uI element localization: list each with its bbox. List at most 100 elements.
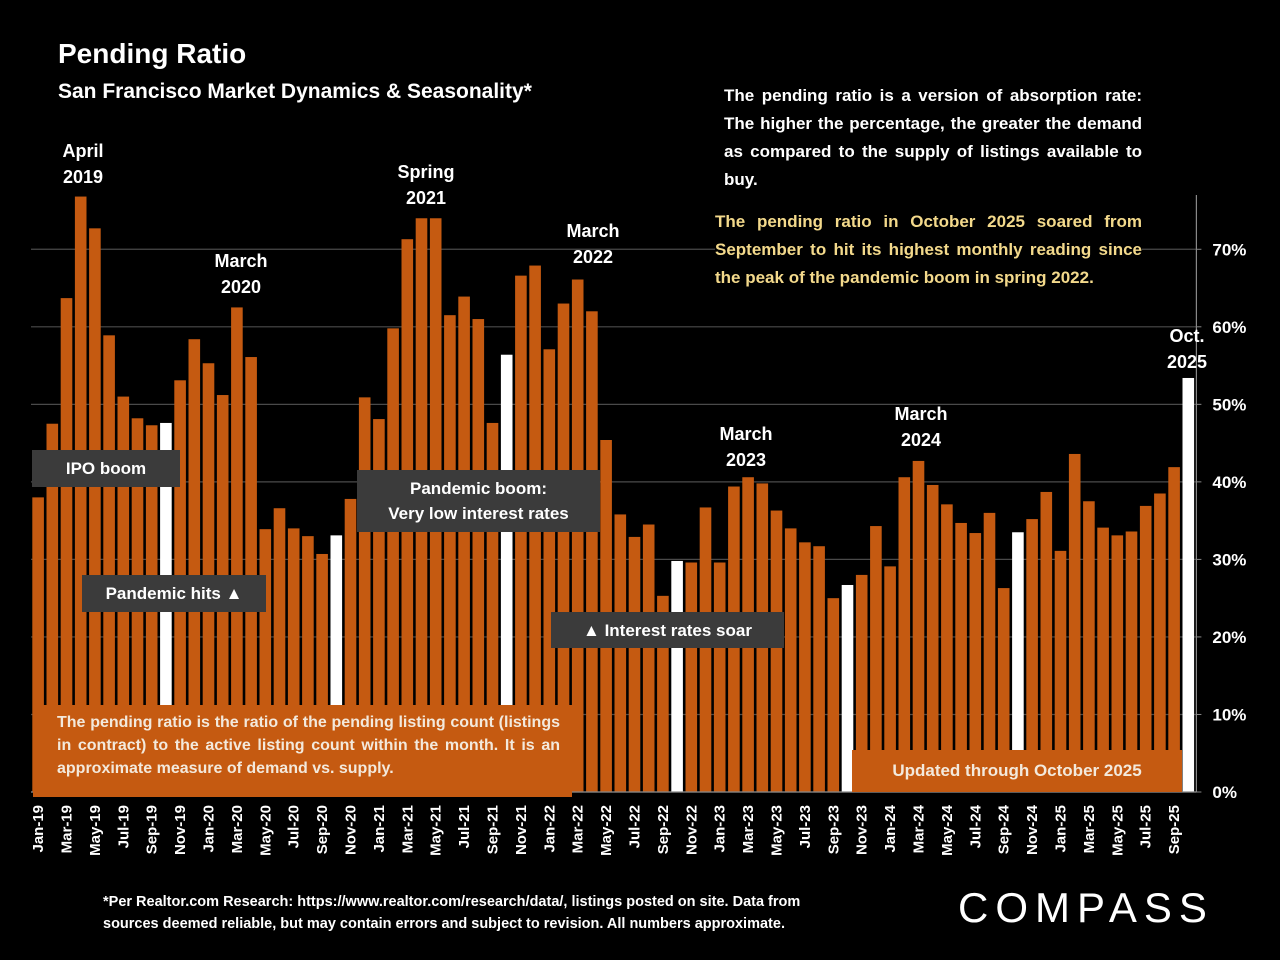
bar <box>557 303 570 792</box>
bar <box>74 196 87 792</box>
footnote: *Per Realtor.com Research: https://www.r… <box>103 891 800 935</box>
chart-subtitle: San Francisco Market Dynamics & Seasonal… <box>58 80 532 103</box>
x-tick-label: Jan-21 <box>371 805 388 853</box>
peak-label: March 2020 <box>181 248 301 300</box>
bar <box>46 423 59 792</box>
bar <box>358 397 371 792</box>
peak-line: 2023 <box>725 450 767 470</box>
bar <box>614 514 627 792</box>
bar <box>316 553 328 792</box>
bar <box>373 419 385 792</box>
x-tick-label: Mar-22 <box>570 805 587 853</box>
x-tick-label: Nov-20 <box>343 805 360 855</box>
peak-line: 2024 <box>900 430 942 450</box>
y-tick-label: 40% <box>1212 473 1246 492</box>
definition-box: The pending ratio is the ratio of the pe… <box>33 705 572 797</box>
peak-line: 2020 <box>220 277 262 297</box>
peak-label: Oct. 2025 <box>1127 323 1247 375</box>
x-tick-label: May-19 <box>87 805 104 856</box>
bar <box>89 228 101 792</box>
bar <box>969 533 982 792</box>
bar <box>799 542 811 792</box>
x-tick-label: Jul-25 <box>1138 805 1155 848</box>
x-tick-label: Jul-20 <box>286 805 303 848</box>
peak-line: March <box>719 424 773 444</box>
bar <box>699 507 712 792</box>
bar <box>898 477 911 792</box>
bar <box>855 574 868 792</box>
bar <box>912 460 925 792</box>
y-tick-label: 30% <box>1212 550 1246 569</box>
bar <box>387 328 399 792</box>
event-line: Pandemic hits ▲ <box>105 584 243 603</box>
peak-line: Spring <box>397 162 455 182</box>
bar <box>955 522 967 792</box>
x-tick-label: Nov-23 <box>854 805 871 855</box>
peak-line: March <box>214 251 268 271</box>
bar <box>827 598 840 792</box>
y-tick-label: 50% <box>1212 395 1246 414</box>
y-tick-label: 20% <box>1212 628 1246 647</box>
updated-box: Updated through October 2025 <box>852 750 1182 792</box>
event-label: Pandemic hits ▲ <box>82 575 266 612</box>
bar <box>671 560 683 792</box>
peak-line: 2021 <box>405 188 447 208</box>
bar <box>1139 505 1152 792</box>
bar <box>813 546 825 792</box>
bar <box>60 298 73 792</box>
bar <box>884 566 896 792</box>
bar <box>770 510 783 792</box>
x-tick-label: Jul-19 <box>115 805 132 848</box>
bar <box>1154 493 1166 792</box>
bar <box>103 335 115 792</box>
event-line: IPO boom <box>65 459 147 478</box>
bar <box>259 529 272 792</box>
highlight-note: The pending ratio in October 2025 soared… <box>715 208 1142 292</box>
bar <box>1068 453 1081 792</box>
x-tick-label: May-22 <box>598 805 615 856</box>
bar <box>273 508 286 792</box>
bar <box>586 311 598 792</box>
x-tick-label: Nov-22 <box>683 805 700 855</box>
peak-label: Spring 2021 <box>366 159 486 211</box>
bar <box>1026 519 1038 792</box>
x-tick-label: Mar-19 <box>59 805 76 853</box>
event-line: Very low interest rates <box>388 504 569 523</box>
bar <box>1111 535 1124 792</box>
x-tick-label: May-21 <box>428 805 445 856</box>
peak-label: April 2019 <box>23 138 143 190</box>
bar <box>245 357 257 792</box>
footnote-line: *Per Realtor.com Research: https://www.r… <box>103 894 801 910</box>
x-tick-label: Mar-23 <box>740 805 757 853</box>
x-tick-label: Jan-19 <box>30 805 47 853</box>
x-tick-label: Nov-21 <box>513 805 530 855</box>
x-tick-label: May-24 <box>939 804 956 856</box>
x-tick-label: Nov-24 <box>1024 804 1041 855</box>
event-line: Pandemic boom: <box>410 479 547 498</box>
y-tick-label: 70% <box>1212 240 1246 259</box>
peak-line: 2019 <box>62 167 104 187</box>
bar <box>997 588 1010 792</box>
x-tick-label: Jan-24 <box>882 804 899 852</box>
event-label: Pandemic boom: Very low interest rates <box>357 470 600 532</box>
x-tick-label: Jul-24 <box>967 804 984 848</box>
description: The pending ratio is a version of absorp… <box>724 86 1142 189</box>
bar <box>1012 532 1024 792</box>
bar <box>784 528 797 792</box>
bar <box>713 562 726 792</box>
bar <box>1125 531 1138 792</box>
footnote-line: sources deemed reliable, but may contain… <box>103 916 785 932</box>
x-tick-label: Mar-25 <box>1081 805 1098 853</box>
x-tick-label: May-23 <box>769 805 786 856</box>
x-tick-label: Jan-20 <box>201 805 218 853</box>
bar <box>685 562 698 792</box>
x-tick-label: Jul-22 <box>627 805 644 848</box>
event-label: ▲ Interest rates soar <box>551 612 784 648</box>
x-tick-label: Sep-24 <box>996 804 1013 854</box>
x-tick-label: Mar-21 <box>399 805 416 853</box>
x-tick-label: Sep-25 <box>1166 805 1183 854</box>
x-tick-label: Sep-21 <box>485 805 502 854</box>
bar <box>571 279 584 792</box>
